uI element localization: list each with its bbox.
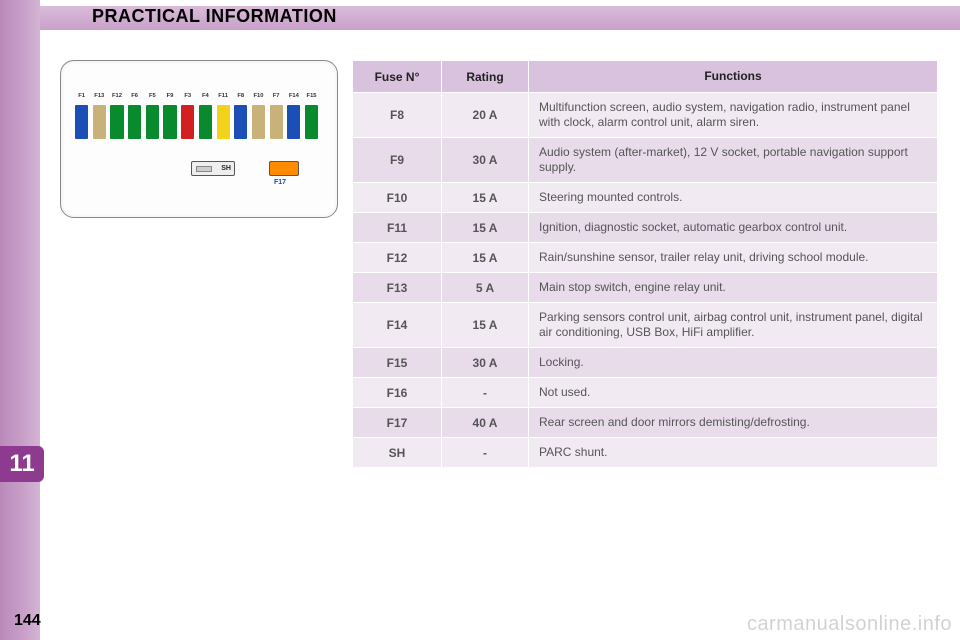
fuse-slot-label: F9 — [163, 93, 176, 99]
cell-fuse: F10 — [353, 183, 441, 212]
fuse-slot-icon — [181, 105, 194, 139]
fuse-slot-icon — [252, 105, 265, 139]
page-number: 144 — [14, 612, 41, 630]
fuse-slot-label: F12 — [110, 93, 123, 99]
col-header-rating: Rating — [442, 61, 528, 92]
f17-label: F17 — [274, 179, 286, 186]
cell-fuse: F15 — [353, 348, 441, 377]
cell-function: Parking sensors control unit, airbag con… — [529, 303, 937, 347]
cell-fuse: F9 — [353, 138, 441, 182]
page-title: PRACTICAL INFORMATION — [92, 6, 337, 27]
sh-slot-icon — [196, 166, 212, 172]
fuse-slot-label: F7 — [270, 93, 283, 99]
cell-function: Locking. — [529, 348, 937, 377]
sh-label: SH — [221, 165, 231, 172]
cell-rating: 30 A — [442, 138, 528, 182]
fuse-slot-icon — [287, 105, 300, 139]
cell-rating: 15 A — [442, 213, 528, 242]
cell-fuse: F12 — [353, 243, 441, 272]
fuse-slot-label: F14 — [287, 93, 300, 99]
fuse-slot-label: F6 — [128, 93, 141, 99]
fuse-slot-icon — [199, 105, 212, 139]
cell-function: Audio system (after-market), 12 V socket… — [529, 138, 937, 182]
cell-function: Rear screen and door mirrors demisting/d… — [529, 408, 937, 437]
fuse-slot-label: F8 — [234, 93, 247, 99]
cell-function: Steering mounted controls. — [529, 183, 937, 212]
cell-rating: 15 A — [442, 303, 528, 347]
fuse-slot-label: F1 — [75, 93, 88, 99]
fuse-slot-label: F13 — [93, 93, 106, 99]
fuse-slot-icon — [128, 105, 141, 139]
sidebar-accent — [0, 0, 40, 640]
cell-fuse: F14 — [353, 303, 441, 347]
cell-fuse: F13 — [353, 273, 441, 302]
cell-rating: - — [442, 438, 528, 467]
fuse-slot-icon — [217, 105, 230, 139]
fuse-slot-label: F15 — [305, 93, 318, 99]
cell-rating: 5 A — [442, 273, 528, 302]
fuse-slot-icon — [270, 105, 283, 139]
fuse-slot-icon — [146, 105, 159, 139]
cell-function: PARC shunt. — [529, 438, 937, 467]
fuse-row — [75, 105, 318, 139]
table-row: F1740 ARear screen and door mirrors demi… — [353, 408, 937, 437]
cell-rating: 15 A — [442, 243, 528, 272]
fuse-slot-icon — [110, 105, 123, 139]
fuse-slot-label: F5 — [146, 93, 159, 99]
cell-function: Not used. — [529, 378, 937, 407]
fuse-slot-label: F3 — [181, 93, 194, 99]
table-row: F16-Not used. — [353, 378, 937, 407]
fuse-table: Fuse N° Rating Functions F820 AMultifunc… — [352, 60, 938, 468]
fuse-label-row: F1 F13 F12 F6 F5 F9 F3 F4 F11 F8 F10 F7 F14 F15 — [75, 93, 318, 99]
cell-function: Ignition, diagnostic socket, automatic g… — [529, 213, 937, 242]
table-row: SH-PARC shunt. — [353, 438, 937, 467]
fuse-diagram: F1 F13 F12 F6 F5 F9 F3 F4 F11 F8 F10 F7 F14 F15 SH F1… — [60, 60, 338, 218]
cell-fuse: F8 — [353, 93, 441, 137]
fuse-slot-icon — [305, 105, 318, 139]
table-row: F1415 AParking sensors control unit, air… — [353, 303, 937, 347]
cell-function: Multifunction screen, audio system, navi… — [529, 93, 937, 137]
chapter-badge: 11 — [0, 446, 44, 482]
cell-rating: 20 A — [442, 93, 528, 137]
fuse-slot-label: F10 — [252, 93, 265, 99]
cell-fuse: SH — [353, 438, 441, 467]
fuse-slot-label: F11 — [217, 93, 230, 99]
col-header-func: Functions — [529, 61, 937, 92]
cell-rating: 30 A — [442, 348, 528, 377]
cell-function: Main stop switch, engine relay unit. — [529, 273, 937, 302]
cell-rating: 40 A — [442, 408, 528, 437]
cell-function: Rain/sunshine sensor, trailer relay unit… — [529, 243, 937, 272]
table-row: F820 AMultifunction screen, audio system… — [353, 93, 937, 137]
fuse-slot-icon — [75, 105, 88, 139]
table-row: F1215 ARain/sunshine sensor, trailer rel… — [353, 243, 937, 272]
cell-rating: - — [442, 378, 528, 407]
fuse-slot-icon — [234, 105, 247, 139]
table-row: F1530 ALocking. — [353, 348, 937, 377]
table-row: F1115 AIgnition, diagnostic socket, auto… — [353, 213, 937, 242]
cell-fuse: F17 — [353, 408, 441, 437]
table-row: F135 AMain stop switch, engine relay uni… — [353, 273, 937, 302]
col-header-fuse: Fuse N° — [353, 61, 441, 92]
table-row: F1015 ASteering mounted controls. — [353, 183, 937, 212]
table-header-row: Fuse N° Rating Functions — [353, 61, 937, 92]
f17-fuse-icon — [269, 161, 299, 176]
watermark: carmanualsonline.info — [747, 613, 952, 636]
cell-fuse: F11 — [353, 213, 441, 242]
fuse-slot-label: F4 — [199, 93, 212, 99]
cell-fuse: F16 — [353, 378, 441, 407]
fuse-slot-icon — [163, 105, 176, 139]
sh-fuse-icon: SH — [191, 161, 235, 176]
cell-rating: 15 A — [442, 183, 528, 212]
fuse-slot-icon — [93, 105, 106, 139]
table-row: F930 AAudio system (after-market), 12 V … — [353, 138, 937, 182]
